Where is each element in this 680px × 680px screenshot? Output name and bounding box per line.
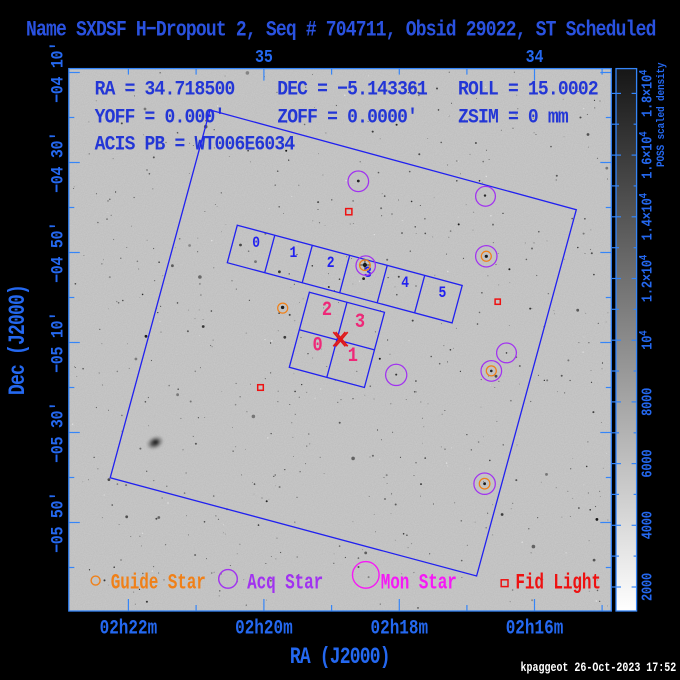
svg-text:−04 50': −04 50'	[47, 222, 68, 283]
svg-text:4000: 4000	[640, 511, 656, 539]
svg-text:6000: 6000	[640, 449, 656, 477]
svg-text:02h22m: 02h22m	[100, 618, 158, 640]
svg-text:ZOFF = 0.0000': ZOFF = 0.0000'	[277, 105, 417, 128]
svg-text:RA = 34.718500: RA = 34.718500	[95, 78, 235, 101]
svg-text:Guide Star: Guide Star	[111, 570, 206, 595]
svg-text:Fid Light: Fid Light	[515, 570, 600, 595]
svg-text:1.6×104: 1.6×104	[638, 131, 656, 178]
svg-text:02h16m: 02h16m	[506, 618, 564, 640]
svg-text:Acq Star: Acq Star	[247, 570, 323, 595]
svg-text:104: 104	[638, 330, 656, 349]
svg-text:02h20m: 02h20m	[235, 618, 293, 640]
svg-text:kpaggeot 26-Oct-2023 17:52: kpaggeot 26-Oct-2023 17:52	[521, 661, 677, 676]
svg-text:0: 0	[252, 235, 260, 252]
svg-text:0: 0	[313, 333, 323, 357]
svg-text:−05 10': −05 10'	[47, 312, 68, 373]
svg-text:3: 3	[355, 310, 365, 334]
svg-text:35: 35	[255, 48, 273, 69]
svg-text:4: 4	[401, 275, 409, 292]
svg-text:1.2×104: 1.2×104	[638, 255, 656, 302]
svg-text:2000: 2000	[640, 573, 656, 601]
svg-text:ROLL = 15.0002: ROLL = 15.0002	[458, 78, 598, 101]
svg-text:ACIS PB = WT006E6034: ACIS PB = WT006E6034	[95, 132, 296, 155]
svg-text:−05 30': −05 30'	[47, 402, 68, 463]
svg-text:Mon Star: Mon Star	[381, 570, 457, 595]
svg-text:8000: 8000	[640, 388, 656, 416]
svg-text:−04 30': −04 30'	[47, 132, 68, 193]
svg-text:1: 1	[348, 344, 358, 368]
svg-text:POSS scaled density: POSS scaled density	[655, 62, 668, 167]
svg-text:RA (J2000): RA (J2000)	[290, 645, 390, 671]
svg-text:02h18m: 02h18m	[370, 618, 428, 640]
svg-text:YOFF = 0.000': YOFF = 0.000'	[95, 105, 225, 128]
svg-text:1.4×104: 1.4×104	[638, 193, 656, 240]
svg-text:1.8×104: 1.8×104	[638, 70, 656, 117]
svg-text:Dec (J2000): Dec (J2000)	[6, 285, 32, 395]
svg-text:2: 2	[322, 298, 332, 322]
svg-text:Name SXDSF H−Dropout 2, Seq #: Name SXDSF H−Dropout 2, Seq # 704711, Ob…	[26, 18, 656, 43]
svg-text:5: 5	[439, 285, 447, 302]
svg-text:34: 34	[526, 48, 544, 69]
svg-text:3: 3	[364, 265, 372, 282]
svg-text:−05 50': −05 50'	[47, 492, 68, 553]
svg-text:2: 2	[327, 255, 335, 272]
svg-text:−04 10': −04 10'	[47, 42, 68, 103]
svg-text:ZSIM = 0 mm: ZSIM = 0 mm	[458, 105, 568, 128]
svg-text:DEC = −5.143361: DEC = −5.143361	[277, 78, 427, 101]
svg-text:1: 1	[290, 245, 298, 262]
